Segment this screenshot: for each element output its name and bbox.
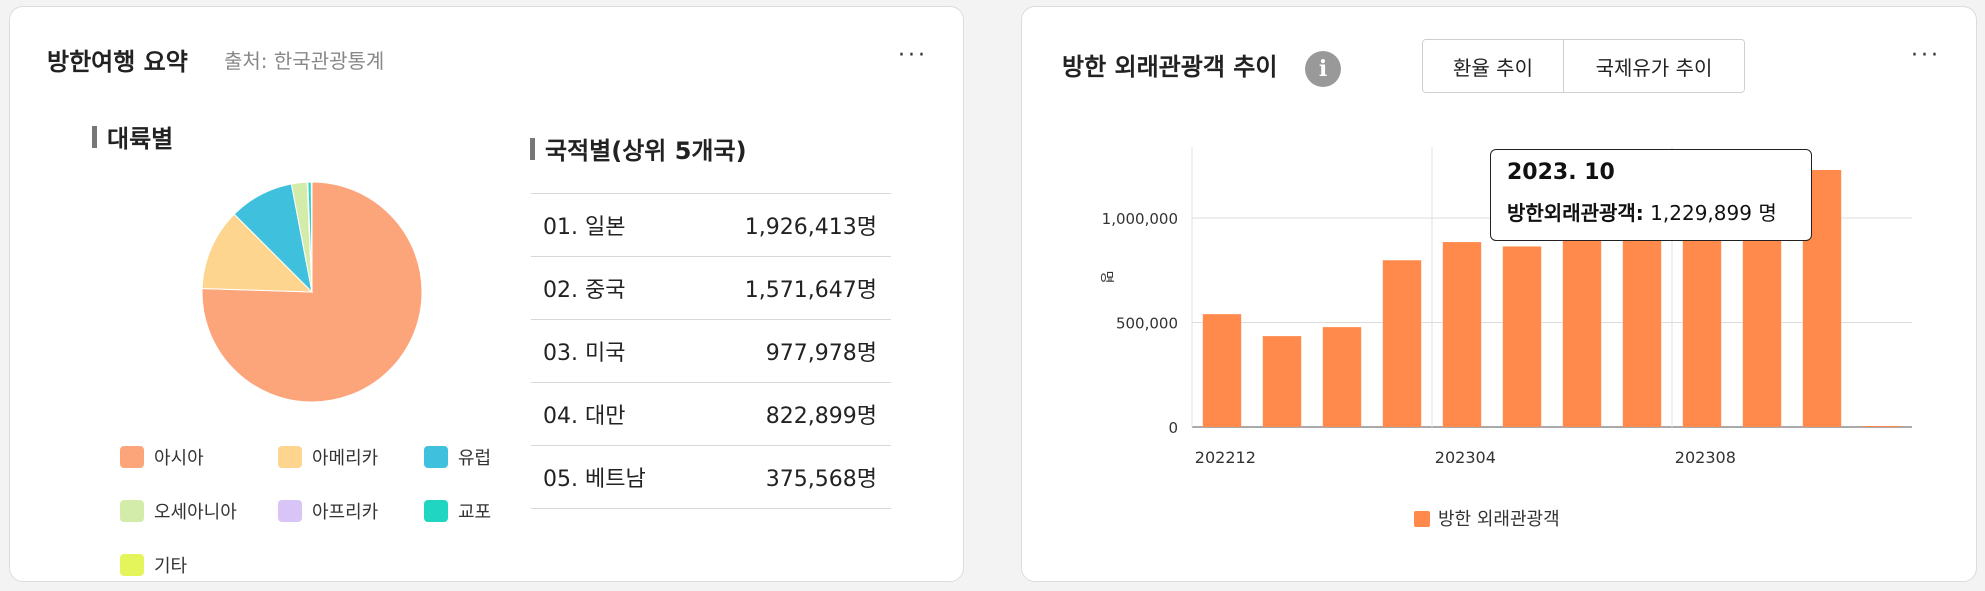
country-rank: 01. 일본 <box>543 215 626 240</box>
bar[interactable] <box>1382 260 1422 427</box>
continent-pie-chart <box>201 181 423 403</box>
table-row: 05. 베트남 375,568명 <box>531 446 891 509</box>
y-tick-label: 0 <box>1168 419 1178 437</box>
legend-item[interactable]: 유럽 <box>424 444 491 470</box>
bar-legend-swatch <box>1414 511 1430 527</box>
country-value: 1,926,413명 <box>744 215 877 240</box>
nationality-table: 01. 일본 1,926,413명 02. 중국 1,571,647명 03. 미국 97… <box>531 193 891 509</box>
x-tick-label: 202304 <box>1435 448 1496 467</box>
bar[interactable] <box>1502 246 1542 427</box>
country-rank: 04. 대만 <box>543 404 626 429</box>
country-value: 375,568명 <box>765 467 877 492</box>
tooltip-value: 1,229,899 명 <box>1650 201 1777 225</box>
bar[interactable] <box>1622 211 1662 427</box>
country-value: 977,978명 <box>765 341 877 366</box>
legend-label: 유럽 <box>458 448 492 469</box>
card-title: 방한여행 요약 <box>47 48 188 76</box>
y-tick-label: 500,000 <box>1116 315 1178 333</box>
bar[interactable] <box>1322 327 1362 427</box>
legend-label: 아메리카 <box>312 448 379 469</box>
country-value: 1,571,647명 <box>744 278 877 303</box>
legend-label: 교포 <box>458 502 492 523</box>
visitor-trend-card: 방한 외래관광객 추이 i 환율 추이 국제유가 추이 ··· 0 500,000… <box>1021 6 1977 582</box>
chart-tooltip: 2023. 10 방한외래관광객: 1,229,899 명 <box>1490 149 1812 241</box>
legend-label: 아시아 <box>154 448 204 469</box>
oil-price-button[interactable]: 국제유가 추이 <box>1563 40 1744 92</box>
pie-slice[interactable] <box>310 181 313 293</box>
tooltip-label: 방한외래관광객: <box>1507 201 1644 225</box>
visitor-bar-chart: 0 500,000 1,000,000 명 202212 202304 202308 방한 외… <box>1098 147 1912 530</box>
pie-slice[interactable] <box>201 213 314 293</box>
country-rank: 02. 중국 <box>543 278 626 303</box>
legend-item[interactable]: 아시아 <box>120 444 204 470</box>
legend-item[interactable]: 아프리카 <box>278 498 378 524</box>
table-row: 01. 일본 1,926,413명 <box>531 194 891 257</box>
table-row: 02. 중국 1,571,647명 <box>531 257 891 320</box>
bar[interactable] <box>1862 426 1902 427</box>
legend-item[interactable]: 아메리카 <box>278 444 378 470</box>
legend-label: 오세아니아 <box>154 502 237 523</box>
legend-label: 기타 <box>154 556 188 577</box>
x-tick-label: 202308 <box>1675 448 1736 467</box>
nationality-heading: 국적별(상위 5개국) <box>530 131 747 166</box>
bar[interactable] <box>1442 242 1482 427</box>
tooltip-title: 2023. 10 <box>1507 160 1615 185</box>
y-tick-label: 1,000,000 <box>1102 210 1178 228</box>
x-tick-label: 202212 <box>1195 448 1256 467</box>
legend-swatch <box>120 500 144 522</box>
exchange-rate-button[interactable]: 환율 추이 <box>1423 40 1563 92</box>
table-row: 03. 미국 977,978명 <box>531 320 891 383</box>
legend-swatch <box>278 446 302 468</box>
country-rank: 03. 미국 <box>543 341 626 366</box>
legend-item[interactable]: 교포 <box>424 498 491 524</box>
legend-swatch <box>278 500 302 522</box>
country-value: 822,899명 <box>765 404 877 429</box>
table-row: 04. 대만 822,899명 <box>531 383 891 446</box>
bar-legend-label: 방한 외래관광객 <box>1438 509 1560 530</box>
bar[interactable] <box>1562 218 1602 427</box>
section-bar-icon <box>92 125 97 148</box>
trend-button-group: 환율 추이 국제유가 추이 <box>1422 39 1745 93</box>
legend-swatch <box>424 446 448 468</box>
more-icon[interactable]: ··· <box>1911 43 1941 68</box>
country-rank: 05. 베트남 <box>543 467 646 492</box>
nationality-heading-label: 국적별(상위 5개국) <box>545 137 747 165</box>
legend-label: 아프리카 <box>312 502 379 523</box>
y-axis-label: 명 <box>1098 271 1114 284</box>
more-icon[interactable]: ··· <box>898 43 928 68</box>
legend-swatch <box>120 446 144 468</box>
section-bar-icon <box>530 137 535 160</box>
legend-swatch <box>424 500 448 522</box>
info-icon[interactable]: i <box>1305 51 1341 87</box>
legend-item[interactable]: 오세아니아 <box>120 498 237 524</box>
tooltip-body: 방한외래관광객: 1,229,899 명 <box>1507 197 1795 226</box>
continent-heading: 대륙별 <box>92 119 173 154</box>
source-label: 출처: 한국관광통계 <box>224 49 385 73</box>
bar[interactable] <box>1202 314 1242 427</box>
continent-heading-label: 대륙별 <box>107 125 174 153</box>
legend-swatch <box>120 554 144 576</box>
legend-item[interactable]: 기타 <box>120 552 187 578</box>
card-title: 방한 외래관광객 추이 <box>1062 53 1278 81</box>
bar[interactable] <box>1262 336 1302 427</box>
